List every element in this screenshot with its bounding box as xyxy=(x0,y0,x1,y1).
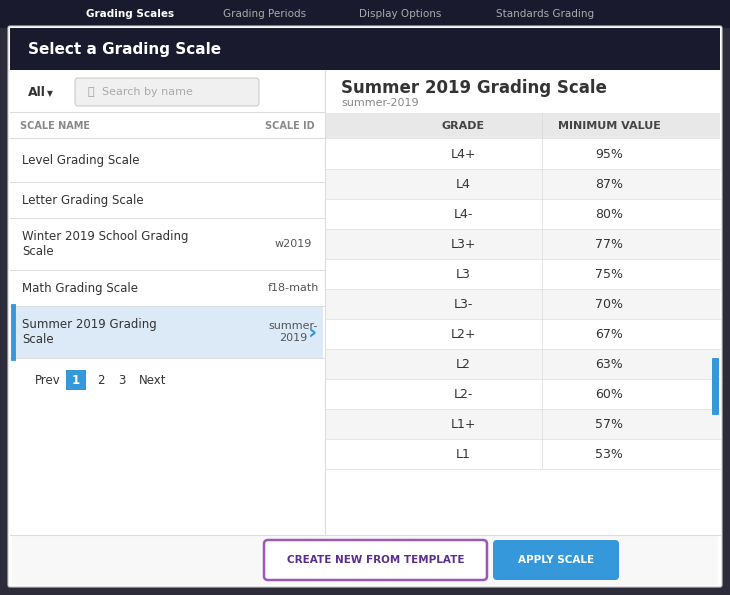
Text: Summer 2019 Grading Scale: Summer 2019 Grading Scale xyxy=(341,79,607,97)
Text: ⌕: ⌕ xyxy=(88,87,95,97)
Text: Prev: Prev xyxy=(35,374,61,387)
FancyBboxPatch shape xyxy=(325,439,720,469)
Text: L4: L4 xyxy=(456,177,471,190)
FancyBboxPatch shape xyxy=(325,199,720,229)
FancyBboxPatch shape xyxy=(325,409,720,439)
Text: L4-: L4- xyxy=(453,208,473,221)
FancyBboxPatch shape xyxy=(325,229,720,259)
Text: L1: L1 xyxy=(456,447,471,461)
Text: 60%: 60% xyxy=(596,387,623,400)
FancyBboxPatch shape xyxy=(325,319,720,349)
Text: Display Options: Display Options xyxy=(359,9,441,19)
Text: 3: 3 xyxy=(118,374,126,387)
FancyBboxPatch shape xyxy=(493,540,619,580)
Text: L3: L3 xyxy=(456,268,471,280)
Text: CREATE NEW FROM TEMPLATE: CREATE NEW FROM TEMPLATE xyxy=(287,555,464,565)
Text: Select a Grading Scale: Select a Grading Scale xyxy=(28,42,221,57)
Text: 53%: 53% xyxy=(596,447,623,461)
Text: Search by name: Search by name xyxy=(102,87,193,97)
Text: summer-
2019: summer- 2019 xyxy=(269,321,318,343)
Text: 95%: 95% xyxy=(596,148,623,161)
FancyBboxPatch shape xyxy=(325,379,720,409)
FancyBboxPatch shape xyxy=(325,289,720,319)
Text: APPLY SCALE: APPLY SCALE xyxy=(518,555,594,565)
Text: L2: L2 xyxy=(456,358,471,371)
Text: L2-: L2- xyxy=(453,387,473,400)
Text: summer-2019: summer-2019 xyxy=(341,98,418,108)
Text: Grading Periods: Grading Periods xyxy=(223,9,307,19)
FancyBboxPatch shape xyxy=(12,306,323,358)
FancyBboxPatch shape xyxy=(712,358,719,415)
FancyBboxPatch shape xyxy=(325,169,720,199)
FancyBboxPatch shape xyxy=(325,113,720,139)
Text: 57%: 57% xyxy=(596,418,623,431)
Text: Letter Grading Scale: Letter Grading Scale xyxy=(22,193,144,206)
FancyBboxPatch shape xyxy=(325,259,720,289)
Text: All: All xyxy=(28,86,46,99)
Text: L4+: L4+ xyxy=(450,148,476,161)
Text: L3-: L3- xyxy=(453,298,473,311)
Text: 1: 1 xyxy=(72,374,80,387)
Text: 80%: 80% xyxy=(596,208,623,221)
Text: 63%: 63% xyxy=(596,358,623,371)
FancyBboxPatch shape xyxy=(264,540,487,580)
Text: Level Grading Scale: Level Grading Scale xyxy=(22,154,139,167)
FancyBboxPatch shape xyxy=(66,370,86,390)
FancyBboxPatch shape xyxy=(10,28,720,70)
Text: SCALE NAME: SCALE NAME xyxy=(20,121,90,131)
Text: Math Grading Scale: Math Grading Scale xyxy=(22,281,138,295)
FancyBboxPatch shape xyxy=(0,0,730,28)
FancyBboxPatch shape xyxy=(75,78,259,106)
Text: 87%: 87% xyxy=(596,177,623,190)
Text: ▼: ▼ xyxy=(47,89,53,99)
Text: 70%: 70% xyxy=(596,298,623,311)
Text: Summer 2019 Grading
Scale: Summer 2019 Grading Scale xyxy=(22,318,157,346)
Text: ›: › xyxy=(308,322,318,342)
Text: Winter 2019 School Grading
Scale: Winter 2019 School Grading Scale xyxy=(22,230,188,258)
Text: L3+: L3+ xyxy=(450,237,476,250)
Text: SCALE ID: SCALE ID xyxy=(266,121,315,131)
Text: 67%: 67% xyxy=(596,327,623,340)
Text: Grading Scales: Grading Scales xyxy=(86,9,174,19)
Text: Standards Grading: Standards Grading xyxy=(496,9,594,19)
Text: Next: Next xyxy=(139,374,166,387)
FancyBboxPatch shape xyxy=(12,535,718,585)
Text: 2: 2 xyxy=(97,374,104,387)
Text: MINIMUM VALUE: MINIMUM VALUE xyxy=(558,121,661,131)
Text: 77%: 77% xyxy=(596,237,623,250)
Text: w2019: w2019 xyxy=(274,239,312,249)
FancyBboxPatch shape xyxy=(8,26,722,587)
Text: 75%: 75% xyxy=(596,268,623,280)
Text: L1+: L1+ xyxy=(450,418,476,431)
FancyBboxPatch shape xyxy=(325,139,720,169)
FancyBboxPatch shape xyxy=(325,349,720,379)
Text: f18-math: f18-math xyxy=(267,283,319,293)
Text: GRADE: GRADE xyxy=(442,121,485,131)
Text: L2+: L2+ xyxy=(450,327,476,340)
